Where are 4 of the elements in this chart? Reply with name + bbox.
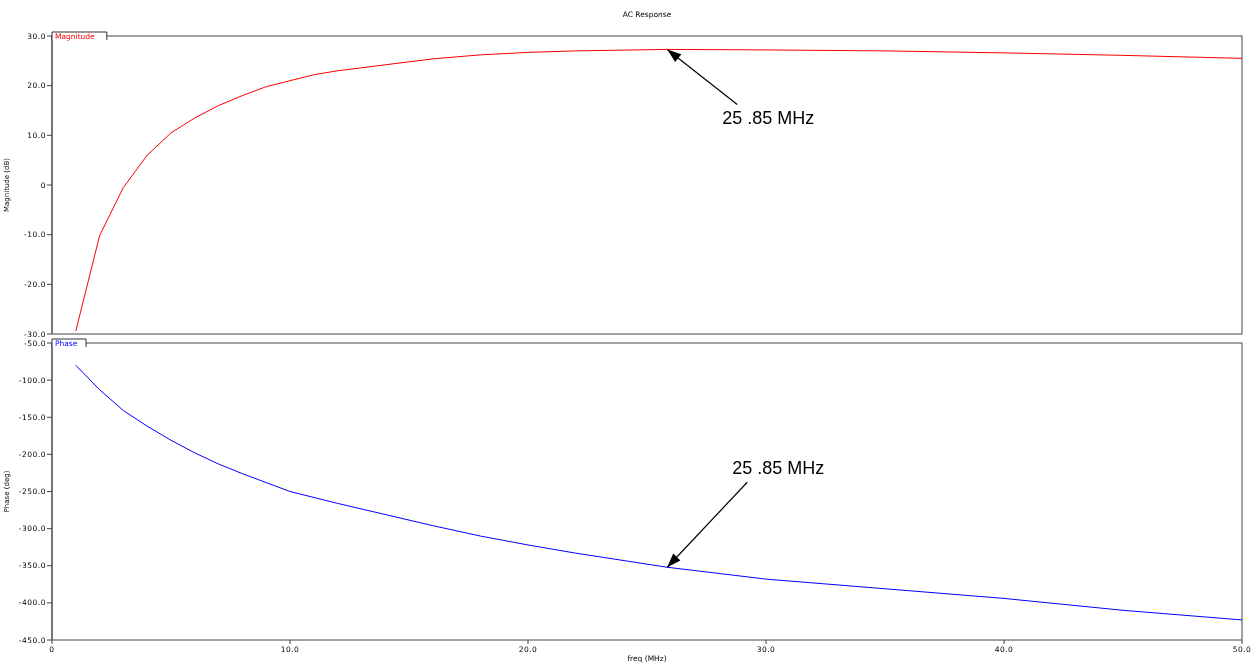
annotation: 25 .85 MHz (732, 458, 825, 479)
annotation: 25 .85 MHz (722, 108, 815, 129)
line-series (75, 364, 1243, 621)
line-series (75, 48, 1243, 332)
